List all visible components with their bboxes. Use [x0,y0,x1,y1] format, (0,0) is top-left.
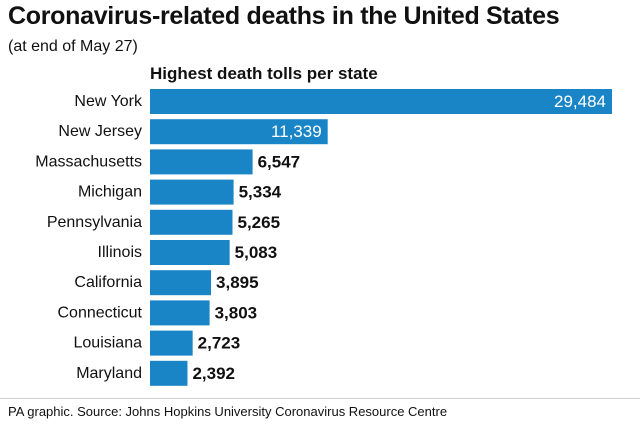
bar [150,179,234,205]
category-label: Massachusetts [35,153,142,170]
category-label: Louisiana [74,335,143,352]
chart-subtitle: (at end of May 27) [8,38,138,55]
bar [150,209,233,235]
chart-heading: Highest death tolls per state [150,64,378,83]
category-label: New Jersey [58,123,142,140]
category-label: Michigan [78,184,142,201]
category-label: Maryland [76,365,142,382]
value-label: 2,723 [198,334,241,353]
bar [150,119,328,145]
bar [150,149,253,175]
bar [150,300,210,326]
value-label: 3,803 [215,303,258,322]
value-label: 2,392 [192,364,235,383]
category-label: Connecticut [58,304,143,321]
value-label: 5,083 [235,243,278,262]
bar [150,89,612,114]
category-label: Illinois [98,244,142,261]
bar [150,240,230,265]
value-label: 5,265 [238,213,281,232]
bar-chart: New York 29,484 New Jersey 11,339 Massachuse… [35,89,612,386]
category-label: Pennsylvania [47,214,142,231]
category-label: California [74,274,142,291]
value-label: 3,895 [216,273,259,292]
bar [150,270,212,296]
value-label: 29,484 [554,92,606,111]
source-note: PA graphic. Source: Johns Hopkins Univer… [8,404,448,419]
value-label: 6,547 [258,152,301,171]
bar [150,330,193,356]
value-label: 5,334 [239,183,282,202]
value-label: 11,339 [271,122,322,141]
category-label: New York [74,93,143,110]
chart-title: Coronavirus-related deaths in the United… [8,2,560,30]
bar [150,360,188,386]
footer-divider [0,398,640,399]
